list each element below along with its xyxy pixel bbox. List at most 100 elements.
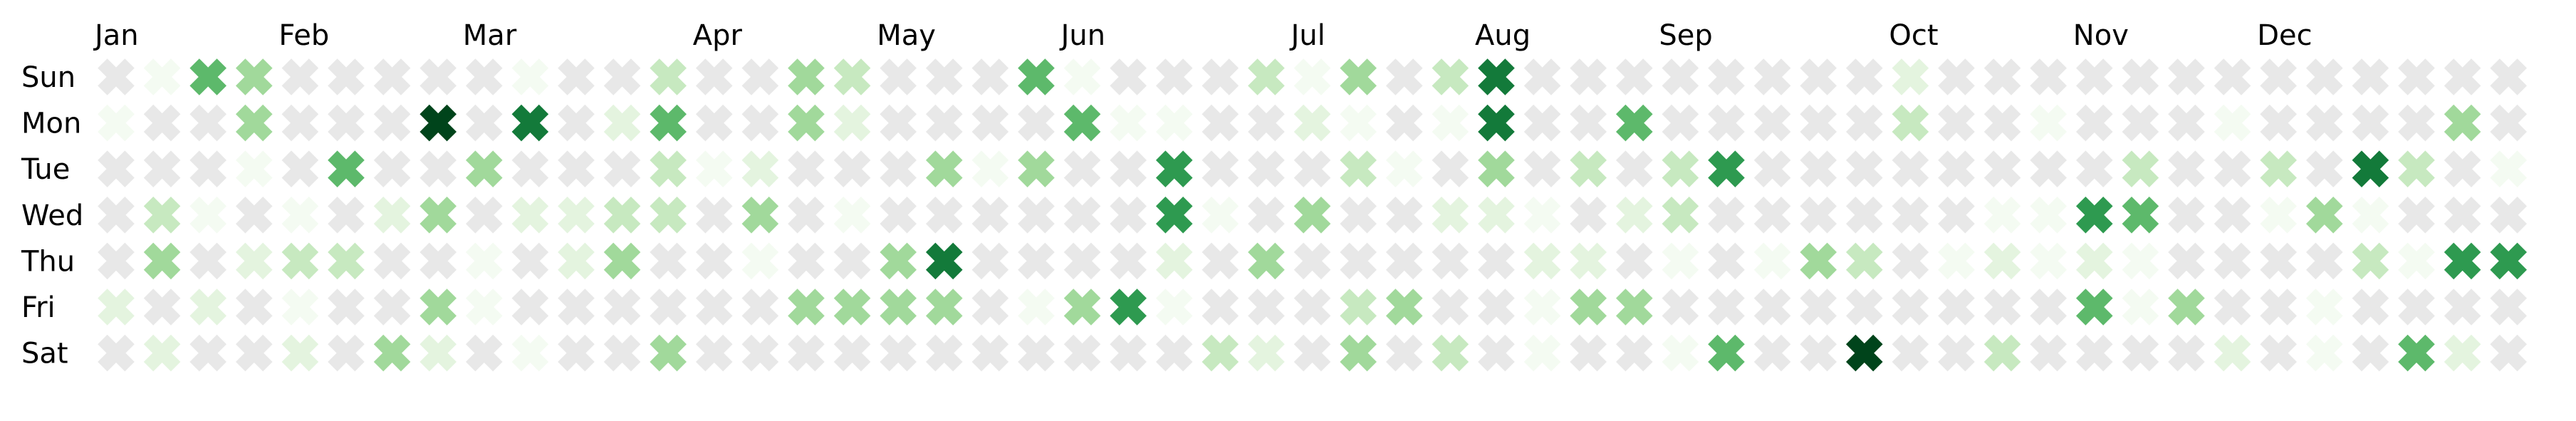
heatmap-cell [925,289,963,326]
heatmap-cell [1615,150,1653,188]
heatmap-cell [1662,242,1699,280]
heatmap-cell [788,104,825,142]
heatmap-cell [1248,196,1285,234]
heatmap-cell [2213,289,2251,326]
heatmap-cell [2490,104,2528,142]
heatmap-cell [328,196,365,234]
heatmap-cell [465,104,503,142]
heatmap-cell [1983,242,2021,280]
heatmap-cell [1110,58,1147,95]
heatmap-cell [1983,104,2021,142]
heatmap-cell [1293,334,1331,372]
heatmap-cell [1018,289,1055,326]
heatmap-cell [2260,289,2298,326]
heatmap-cell [1063,150,1101,188]
month-label: Sep [1659,19,1712,52]
heatmap-cell [2352,242,2389,280]
heatmap-cell [1018,104,1055,142]
heatmap-cell [1340,334,1377,372]
day-labels: Sun Mon Tue Wed Thu Fri Sat [21,61,83,370]
heatmap-cell [1248,289,1285,326]
heatmap-cell [1570,150,1607,188]
heatmap-cell [1432,58,1469,95]
month-label: Aug [1475,19,1531,52]
heatmap-cell [373,289,411,326]
heatmap-cell [1248,58,1285,95]
heatmap-cell [511,242,549,280]
month-label: Jan [93,19,139,52]
heatmap-cell [603,242,641,280]
heatmap-cell [1845,289,1883,326]
heatmap-cell [511,289,549,326]
heatmap-cell [1385,196,1423,234]
heatmap-cell [1938,242,1975,280]
heatmap-cell [1983,58,2021,95]
heatmap-cell [511,58,549,95]
heatmap-cell [1892,196,1929,234]
heatmap-cell [1293,58,1331,95]
day-label: Wed [21,199,83,232]
heatmap-cell [1938,196,1975,234]
heatmap-cell [2075,242,2113,280]
heatmap-cell [925,150,963,188]
heatmap-cell [925,104,963,142]
heatmap-cell [1523,289,1561,326]
heatmap-cell [1662,289,1699,326]
heatmap-cell [281,104,319,142]
heatmap-cell [695,334,733,372]
heatmap-cell [2260,334,2298,372]
heatmap-cell [235,289,273,326]
heatmap-cell [2168,242,2205,280]
heatmap-cell [98,289,135,326]
heatmap-cell [1018,242,1055,280]
heatmap-cell [1570,242,1607,280]
heatmap-cell [1340,150,1377,188]
heatmap-cell [1570,58,1607,95]
heatmap-cell [650,150,687,188]
heatmap-cell [189,196,227,234]
heatmap-cell [1155,334,1193,372]
heatmap-cell [1523,196,1561,234]
heatmap-cell [971,104,1009,142]
heatmap-cell [1432,289,1469,326]
heatmap-cell [1938,289,1975,326]
heatmap-cell [1523,242,1561,280]
heatmap-cell [1845,196,1883,234]
heatmap-cell [1432,150,1469,188]
heatmap-cell [1938,334,1975,372]
heatmap-cell [788,242,825,280]
heatmap-cell [741,334,779,372]
month-label: Oct [1889,19,1938,52]
heatmap-cell [1523,150,1561,188]
heatmap-cell [2352,289,2389,326]
heatmap-cell [971,58,1009,95]
heatmap-cell [1753,334,1791,372]
heatmap-cell [1432,196,1469,234]
heatmap-cell [1201,58,1239,95]
heatmap-cell [2075,289,2113,326]
heatmap-cell [2490,289,2528,326]
heatmap-cell [1155,104,1193,142]
heatmap-cell [971,242,1009,280]
heatmap-cell [1662,104,1699,142]
heatmap-cell [2030,334,2067,372]
heatmap-cell [1063,196,1101,234]
month-label: Jul [1289,19,1325,52]
heatmap-cell [1201,289,1239,326]
heatmap-cell [1800,58,1837,95]
heatmap-cell [1110,289,1147,326]
heatmap-cell [925,242,963,280]
heatmap-cell [2075,196,2113,234]
heatmap-cell [2352,58,2389,95]
heatmap-cell [788,196,825,234]
heatmap-cell [2490,334,2528,372]
heatmap-cell [1800,150,1837,188]
heatmap-cell [1845,104,1883,142]
heatmap-cell [98,150,135,188]
heatmap-cell [328,334,365,372]
heatmap-cell [511,104,549,142]
heatmap-cell [373,58,411,95]
heatmap-cell [465,196,503,234]
heatmap-cell [98,242,135,280]
heatmap-cell [880,242,917,280]
